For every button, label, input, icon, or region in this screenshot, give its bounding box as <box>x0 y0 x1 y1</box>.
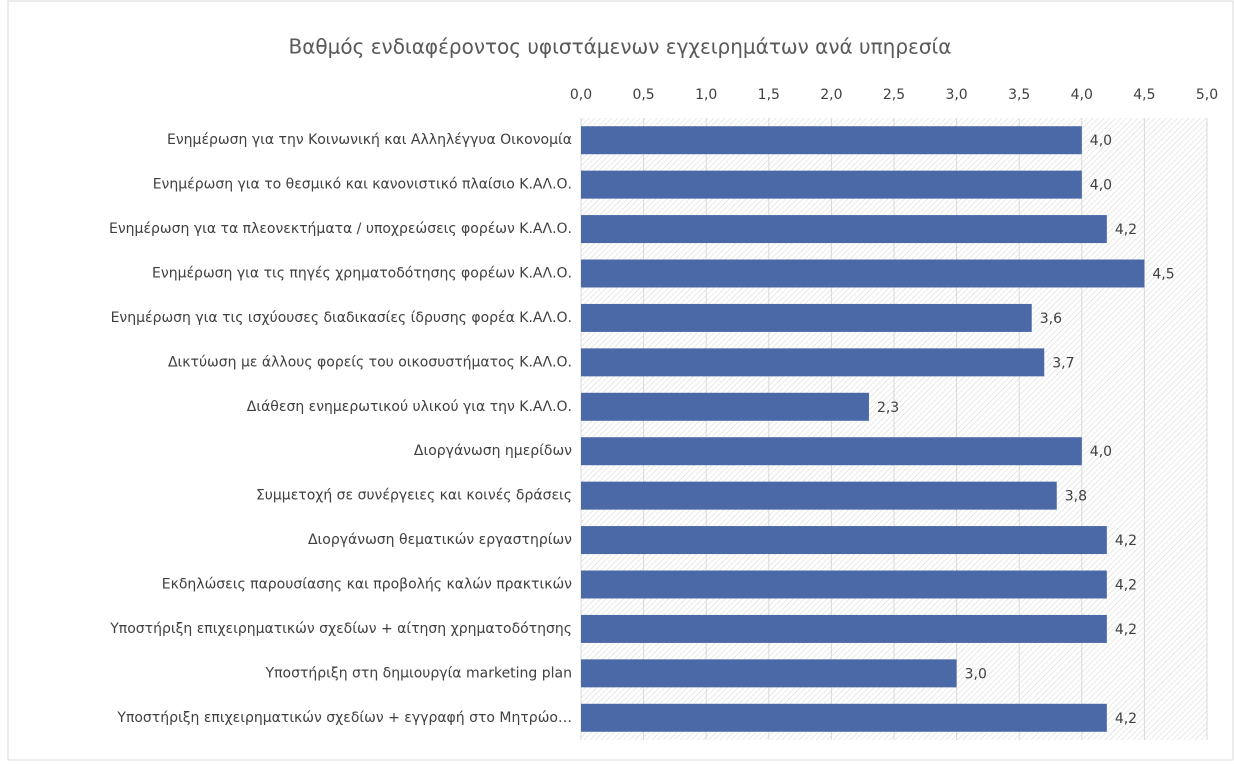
data-label: 4,2 <box>1115 578 1137 594</box>
data-label: 4,0 <box>1090 444 1112 460</box>
y-tick-label: Εκδηλώσεις παρουσίασης και προβολής καλώ… <box>162 577 572 593</box>
data-label: 4,2 <box>1115 533 1137 549</box>
data-label: 4,0 <box>1090 178 1112 194</box>
y-tick-label: Υποστήριξη στη δημιουργία marketing plan <box>265 665 572 681</box>
data-label: 4,2 <box>1115 711 1137 727</box>
x-tick-label: 1,0 <box>695 87 717 103</box>
bar <box>581 703 1107 732</box>
x-tick-label: 3,5 <box>1008 87 1030 103</box>
bar <box>581 170 1082 199</box>
y-tick-label: Διοργάνωση θεματικών εργαστηρίων <box>308 532 572 548</box>
x-tick-label: 4,0 <box>1071 87 1093 103</box>
x-tick-label: 0,0 <box>570 87 592 103</box>
data-label: 4,0 <box>1090 133 1112 149</box>
data-label: 3,7 <box>1052 355 1074 371</box>
bar <box>581 526 1107 555</box>
x-tick-label: 0,5 <box>632 87 654 103</box>
data-label: 4,2 <box>1115 222 1137 238</box>
y-tick-label: Υποστήριξη επιχειρηματικών σχεδίων + εγγ… <box>116 710 572 726</box>
x-tick-label: 1,5 <box>758 87 780 103</box>
bar <box>581 126 1082 155</box>
data-label: 4,5 <box>1152 267 1174 283</box>
bar <box>581 437 1082 466</box>
bar <box>581 392 869 421</box>
bar <box>581 215 1107 244</box>
data-label: 4,2 <box>1115 622 1137 638</box>
x-tick-label: 4,5 <box>1133 87 1155 103</box>
chart-border <box>7 0 1234 761</box>
y-tick-label: Συμμετοχή σε συνέργειες και κοινές δράσε… <box>256 488 572 504</box>
bar <box>581 659 957 688</box>
y-tick-label: Ενημέρωση για τις πηγές χρηματοδότησης φ… <box>152 266 572 282</box>
data-label: 2,3 <box>877 400 899 416</box>
y-tick-label: Δικτύωση με άλλους φορείς του οικοσυστήμ… <box>168 354 572 370</box>
data-label: 3,0 <box>965 666 987 682</box>
y-tick-label: Ενημέρωση για τις ισχύουσες διαδικασίες … <box>111 310 572 326</box>
bar <box>581 348 1045 377</box>
bar <box>581 481 1057 510</box>
y-tick-label: Υποστήριξη επιχειρηματικών σχεδίων + αίτ… <box>109 621 572 637</box>
y-tick-label: Ενημέρωση για την Κοινωνική και Αλληλέγγ… <box>167 132 572 148</box>
x-tick-label: 5,0 <box>1196 87 1218 103</box>
data-label: 3,6 <box>1040 311 1062 327</box>
y-tick-label: Ενημέρωση για τα πλεονεκτήματα / υποχρεώ… <box>109 221 572 237</box>
bar <box>581 259 1145 288</box>
data-label: 3,8 <box>1065 489 1087 505</box>
y-tick-label: Διοργάνωση ημερίδων <box>414 443 572 459</box>
y-tick-label: Διάθεση ενημερωτικού υλικού για την Κ.ΑΛ… <box>247 399 572 415</box>
x-tick-label: 3,0 <box>945 87 967 103</box>
x-tick-label: 2,0 <box>820 87 842 103</box>
bar <box>581 303 1032 332</box>
x-tick-label: 2,5 <box>883 87 905 103</box>
y-tick-label: Ενημέρωση για το θεσμικό και κανονιστικό… <box>153 177 572 193</box>
bar <box>581 614 1107 643</box>
bar <box>581 570 1107 599</box>
chart-title: Βαθμός ενδιαφέροντος υφιστάμενων εγχειρη… <box>289 35 952 59</box>
